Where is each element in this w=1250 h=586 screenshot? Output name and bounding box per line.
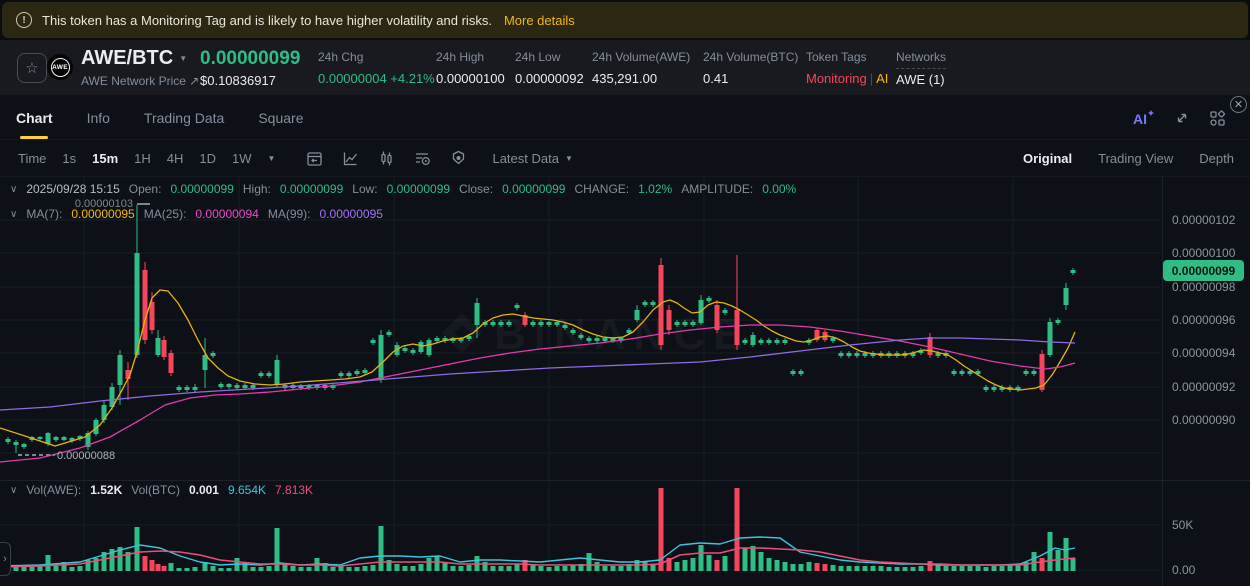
pair-selector[interactable]: AWE/BTC ▼	[81, 47, 199, 70]
stat-24h-chg: 24h Chg 0.00000004 +4.21%	[318, 50, 435, 86]
axis-label: 0.00000092	[1172, 380, 1236, 394]
settings-icon[interactable]	[449, 149, 468, 168]
pair-title: AWE/BTC	[81, 47, 174, 69]
latest-data-dropdown[interactable]: Latest Data ▼	[492, 150, 573, 166]
time-label: Time	[18, 150, 47, 166]
view-trading-view[interactable]: Trading View	[1098, 150, 1174, 166]
volume-row: ∨ Vol(AWE): 1.52K Vol(BTC) 0.001 9.654K …	[10, 483, 314, 497]
ma25-value: 0.00000094	[195, 207, 259, 221]
candlestick-icon[interactable]	[377, 149, 396, 168]
stat-24h-volume-btc: 24h Volume(BTC) 0.41	[703, 50, 799, 86]
change-value: 1.02%	[638, 182, 673, 196]
coin-logo: AWE	[47, 54, 73, 80]
collapse-ohlc-icon[interactable]: ∨	[10, 183, 18, 195]
chevron-down-icon: ▼	[564, 153, 573, 163]
network-price-link[interactable]: AWE Network Price ↗	[81, 74, 200, 88]
chart-toolbar: Time 1s 15m 1H 4H 1D 1W ▼	[0, 140, 1250, 177]
tab-info[interactable]: Info	[86, 109, 110, 126]
favorite-button[interactable]: ☆	[17, 53, 47, 83]
interval-1s[interactable]: 1s	[62, 150, 77, 166]
axis-label: 0.00000102	[1172, 213, 1236, 227]
chart-area: BINANCE 0.00000103 0.00000088 ∨ 2025/09/28…	[0, 177, 1250, 586]
low-value: 0.00000099	[386, 182, 451, 196]
ohlc-row: ∨ 2025/09/28 15:15 Open: 0.00000099 High…	[10, 182, 797, 196]
expand-icon[interactable]	[1174, 110, 1190, 126]
layout-grid-icon[interactable]	[1208, 109, 1226, 127]
collapse-ma-icon[interactable]: ∨	[10, 208, 18, 220]
info-icon: !	[16, 12, 32, 28]
svg-text:0.00000103: 0.00000103	[75, 198, 133, 210]
axis-label: 50K	[1172, 518, 1194, 532]
high-value: 0.00000099	[279, 182, 344, 196]
tag-ai[interactable]: AI	[876, 71, 889, 86]
token-tags: Token Tags Monitoring | AI	[806, 50, 889, 86]
tab-chart[interactable]: Chart	[16, 95, 53, 140]
tag-monitoring[interactable]: Monitoring	[806, 71, 867, 86]
tab-trading-data[interactable]: Trading Data	[143, 109, 225, 126]
price-axis-border	[1162, 177, 1163, 586]
view-depth[interactable]: Depth	[1199, 150, 1234, 166]
pair-header: ☆ AWE AWE/BTC ▼ AWE Network Price ↗ 0.00…	[0, 40, 1250, 95]
stat-24h-low: 24h Low 0.00000092	[515, 50, 584, 86]
stat-24h-volume-awe: 24h Volume(AWE) 435,291.00	[592, 50, 691, 86]
ma99-value: 0.00000095	[319, 207, 383, 221]
amplitude-value: 0.00%	[762, 182, 797, 196]
candle-date: 2025/09/28 15:15	[26, 182, 120, 196]
view-original[interactable]: Original	[1023, 150, 1073, 166]
interval-4h[interactable]: 4H	[166, 150, 184, 166]
banner-text: This token has a Monitoring Tag and is l…	[42, 12, 492, 28]
interval-1h[interactable]: 1H	[134, 150, 151, 166]
axis-label: 0.00	[1172, 563, 1196, 577]
collapse-volume-icon[interactable]: ∨	[10, 484, 18, 496]
interval-dropdown-icon[interactable]: ▼	[267, 153, 276, 163]
indicator-list-icon[interactable]	[413, 149, 432, 168]
svg-text:AI: AI	[1133, 111, 1147, 127]
coin-logo-text: AWE	[50, 57, 70, 77]
usd-price: $0.10836917	[200, 73, 276, 88]
volume-pane-expander[interactable]: ›	[0, 542, 11, 576]
axis-label: 0.00000098	[1172, 280, 1236, 294]
vol-ma2-value: 7.813K	[275, 483, 314, 497]
interval-15m[interactable]: 15m	[92, 150, 119, 166]
network-value[interactable]: AWE (1)	[896, 72, 945, 87]
chart-style-icon[interactable]	[341, 149, 360, 168]
last-price: 0.00000099	[200, 48, 301, 69]
close-icon[interactable]: ✕	[1230, 96, 1247, 113]
axis-label: 0.00000094	[1172, 346, 1236, 360]
current-price-badge: 0.00000099	[1163, 260, 1244, 281]
vol-awe-value: 1.52K	[90, 483, 123, 497]
tabs-row: Chart Info Trading Data Square AI	[0, 95, 1250, 140]
networks: Networks AWE (1)	[896, 50, 947, 87]
open-value: 0.00000099	[170, 182, 234, 196]
monitoring-banner: ! This token has a Monitoring Tag and is…	[2, 2, 1248, 38]
date-range-icon[interactable]	[305, 149, 324, 168]
svg-text:0.00000088: 0.00000088	[57, 450, 115, 462]
stat-24h-high: 24h High 0.00000100	[436, 50, 505, 86]
ai-icon[interactable]: AI	[1132, 109, 1156, 127]
interval-1d[interactable]: 1D	[199, 150, 217, 166]
axis-label: 0.00000090	[1172, 413, 1236, 427]
more-details-link[interactable]: More details	[503, 12, 575, 28]
pane-divider[interactable]	[0, 480, 1250, 481]
ma-row: ∨ MA(7): 0.00000095 MA(25): 0.00000094 M…	[10, 207, 383, 221]
ma7-value: 0.00000095	[71, 207, 135, 221]
vol-btc-value: 0.001	[188, 483, 219, 497]
chevron-down-icon: ▼	[179, 54, 188, 63]
vol-ma1-value: 9.654K	[227, 483, 267, 497]
close-value: 0.00000099	[502, 182, 566, 196]
axis-label: 0.00000096	[1172, 313, 1236, 327]
interval-1w[interactable]: 1W	[232, 150, 252, 166]
axis-label: 0.00000100	[1172, 246, 1236, 260]
star-icon: ☆	[25, 60, 39, 77]
tab-square[interactable]: Square	[258, 109, 304, 126]
